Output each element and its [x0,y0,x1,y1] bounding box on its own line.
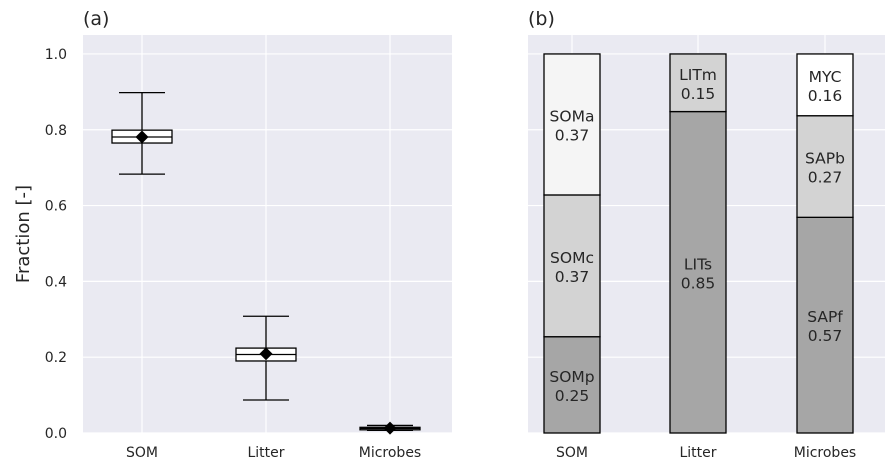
x-tick-label: SOM [556,445,588,461]
segment-name-label: MYC [809,68,842,86]
x-tick-label: Microbes [794,445,856,461]
bar-segment-myc [796,53,854,117]
bar-segment-somp [543,336,601,434]
segment-name-label: SAPb [805,150,845,168]
panel-label-b: (b) [528,8,555,30]
bar-segment-soma [543,53,601,196]
panel-label-a: (a) [83,8,109,30]
y-tick-label: 0.4 [45,274,67,290]
segment-value-label: 0.85 [681,274,716,292]
panel-b-stacked-bar-chart: SOMp0.25SOMc0.37SOMa0.37SOMLITs0.85LITm0… [528,8,885,461]
bar-segment-sapf [796,216,854,434]
panel-a-box-chart: 0.0 0.2 0.4 0.6 0.8 1.0 SOM Litter Microbes (a) Fr… [13,8,452,461]
x-tick-label: Microbes [359,445,421,461]
segment-name-label: LITs [684,255,712,273]
segment-value-label: 0.37 [555,126,590,144]
segment-value-label: 0.15 [681,85,716,103]
mean-marker [383,421,397,435]
y-tick-label: 0.0 [45,426,67,442]
bar-segment-somc [543,194,601,338]
segment-value-label: 0.57 [808,327,843,345]
y-tick-label: 1.0 [45,47,67,63]
mean-marker [135,130,149,144]
segment-value-label: 0.16 [808,87,843,105]
y-tick-label: 0.2 [45,350,67,366]
segment-name-label: SAPf [807,308,843,326]
bar-segment-sapb [796,115,854,218]
x-tick-label: Litter [247,445,284,461]
panel-a-background [83,35,452,433]
segment-name-label: SOMp [549,368,594,386]
x-tick-label: Litter [679,445,716,461]
segment-value-label: 0.37 [555,268,590,286]
segment-value-label: 0.27 [808,169,843,187]
segment-name-label: SOMa [550,107,595,125]
y-tick-label: 0.8 [45,123,67,139]
y-tick-label: 0.6 [45,199,67,215]
bar-segment-lits [669,110,727,434]
bar-segment-litm [669,53,727,113]
mean-marker [259,347,273,361]
x-tick-label: SOM [126,445,158,461]
segment-name-label: SOMc [550,249,594,267]
segment-value-label: 0.25 [555,387,590,405]
y-axis-label: Fraction [-] [13,185,34,283]
segment-name-label: LITm [679,66,717,84]
